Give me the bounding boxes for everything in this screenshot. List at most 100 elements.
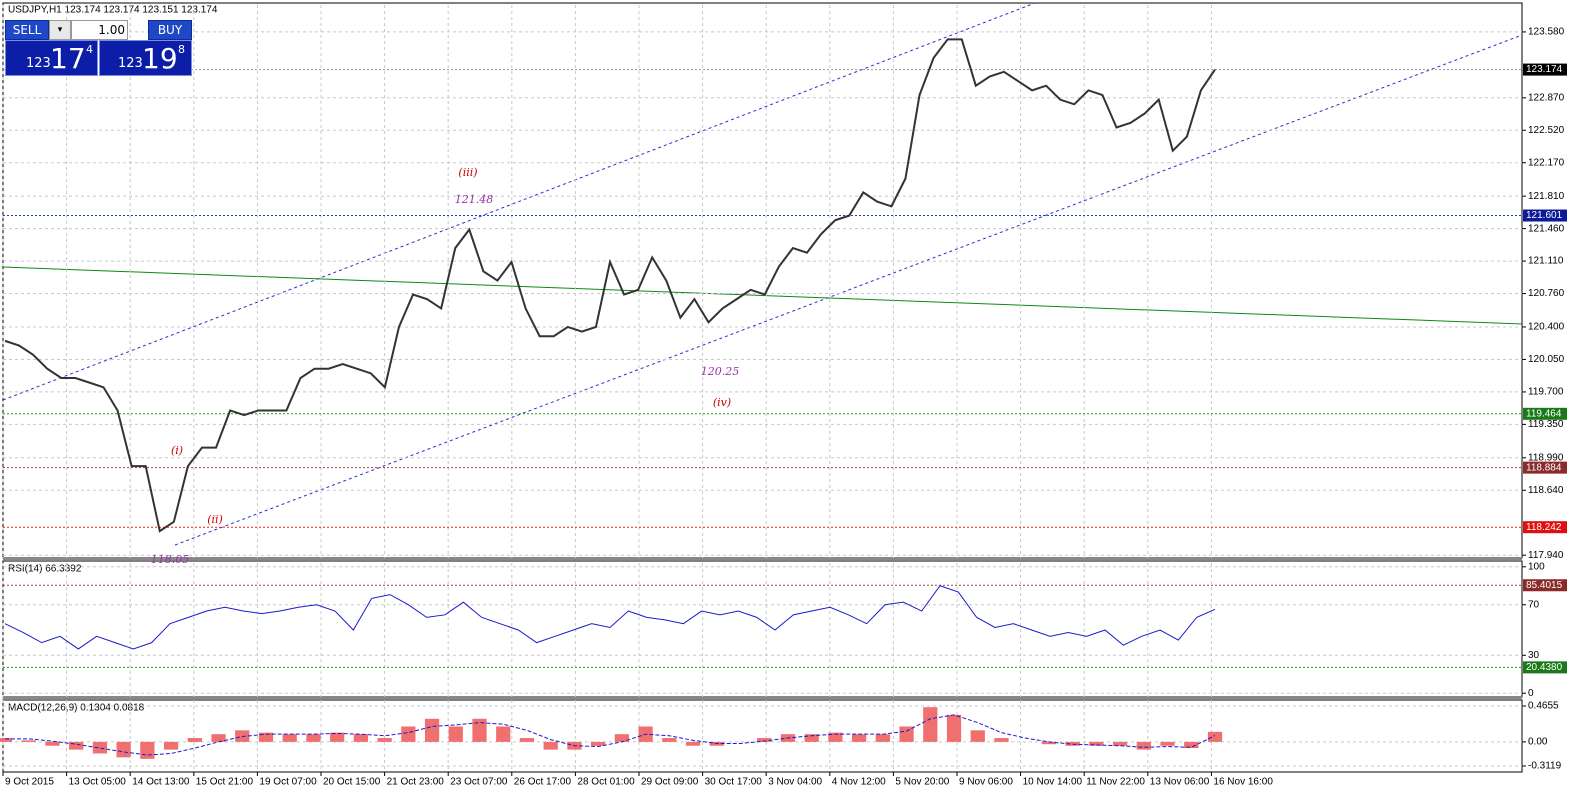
level-label: 123.174 [1526, 64, 1563, 75]
level-label-box [1523, 461, 1567, 474]
channel-lower [174, 34, 1523, 546]
annotation: (i) [171, 444, 183, 457]
level-label-box [1523, 579, 1567, 592]
macd-bar [1136, 741, 1151, 750]
macd-bar [92, 741, 108, 754]
level-label: 121.601 [1526, 210, 1563, 221]
y-tick-label: 30 [1528, 650, 1540, 661]
x-tick-label: 10 Nov 14:00 [1023, 777, 1083, 788]
y-tick-label: 122.520 [1528, 125, 1565, 136]
level-label-box [1523, 63, 1567, 76]
bid-main: 17 [50, 42, 86, 75]
y-tick-label: 121.460 [1528, 223, 1565, 234]
chart-title: USDJPY,H1 123.174 123.174 123.151 123.17… [8, 5, 218, 16]
bid-big: 123 [26, 56, 51, 71]
y-tick-label: 118.640 [1528, 485, 1564, 496]
x-tick-label: 20 Oct 15:00 [323, 777, 381, 788]
level-label: 119.464 [1526, 408, 1562, 419]
bid-box[interactable]: 123 17 4 [5, 40, 98, 76]
price-line [4, 585, 1216, 650]
macd-bar [804, 734, 819, 742]
level-label-box [1523, 661, 1567, 674]
annotation: (ii) [207, 513, 223, 526]
macd-bar [258, 732, 274, 742]
macd-bar [163, 741, 179, 750]
macd-bar [45, 741, 60, 746]
ask-box[interactable]: 123 19 8 [99, 40, 192, 76]
macd-bar [875, 734, 890, 742]
ask-sup: 8 [178, 43, 185, 56]
y-tick-label: 121.810 [1528, 191, 1565, 202]
bid-sup: 4 [86, 43, 93, 56]
level-label-box [1523, 209, 1567, 222]
x-tick-label: 3 Nov 04:00 [768, 777, 822, 788]
y-tick-label: 123.580 [1528, 27, 1565, 38]
y-tick-label: 120.400 [1528, 322, 1565, 333]
macd-bar [21, 740, 36, 742]
macd-bar [116, 741, 131, 758]
annotation: 121.48 [455, 193, 494, 206]
macd-bar [994, 738, 1009, 742]
macd-bar [353, 734, 368, 742]
y-tick-label: -0.3119 [1528, 761, 1562, 772]
sell-button[interactable]: SELL [5, 20, 49, 40]
y-tick-label: 120.760 [1528, 288, 1565, 299]
level-label: 118.242 [1526, 522, 1562, 533]
x-tick-label: 16 Nov 16:00 [1213, 777, 1273, 788]
y-tick-label: 0.00 [1528, 737, 1548, 748]
y-tick-label: 121.110 [1528, 256, 1564, 267]
x-tick-label: 4 Nov 12:00 [832, 777, 886, 788]
x-tick-label: 26 Oct 17:00 [514, 777, 572, 788]
macd-bar [0, 738, 13, 742]
trend-line [2, 266, 1523, 325]
x-tick-label: 19 Oct 07:00 [259, 777, 317, 788]
x-tick-label: 9 Oct 2015 [5, 777, 54, 788]
macd-bar [591, 741, 606, 746]
y-tick-label: 120.050 [1528, 354, 1565, 365]
macd-bar [662, 738, 677, 742]
macd-bar [472, 718, 487, 742]
lot-input[interactable]: 1.00 [71, 20, 128, 40]
channel-upper [2, 2, 1036, 401]
macd-bar [1207, 731, 1223, 742]
macd-bar [282, 734, 297, 742]
lot-dropdown[interactable]: ▾ [49, 20, 71, 40]
macd-bar [187, 738, 202, 742]
y-tick-label: 70 [1528, 599, 1540, 610]
x-tick-label: 28 Oct 01:00 [577, 777, 635, 788]
y-tick-label: 0.4655 [1528, 701, 1559, 712]
macd-bar [923, 707, 938, 742]
macd-bar [401, 726, 416, 742]
macd-bar [330, 732, 345, 742]
y-tick-label: 0 [1528, 688, 1534, 699]
y-tick-label: 100 [1528, 561, 1545, 572]
buy-button[interactable]: BUY [148, 20, 192, 40]
x-tick-label: 15 Oct 21:00 [196, 777, 254, 788]
y-tick-label: 119.350 [1528, 419, 1564, 430]
macd-bar [1184, 741, 1199, 749]
ask-big: 123 [118, 56, 143, 71]
macd-bar [306, 734, 321, 742]
macd-bar [899, 726, 914, 742]
price-line [4, 38, 1216, 533]
macd-bar [69, 741, 84, 750]
y-tick-label: 122.170 [1528, 157, 1565, 168]
macd-bar [211, 734, 226, 742]
x-tick-label: 9 Nov 06:00 [959, 777, 1013, 788]
macd-bar [543, 741, 558, 750]
macd-bar [519, 738, 535, 742]
x-tick-label: 30 Oct 17:00 [705, 777, 763, 788]
macd-bar [1160, 741, 1175, 746]
macd-bar [424, 718, 440, 742]
annotation: (iii) [458, 166, 477, 179]
signal-line [5, 714, 1216, 756]
x-tick-label: 13 Nov 06:00 [1150, 777, 1210, 788]
macd-bar [970, 730, 985, 742]
level-label: 118.884 [1526, 462, 1562, 473]
x-tick-label: 21 Oct 23:00 [387, 777, 445, 788]
macd-bar [685, 741, 701, 746]
macd-bar [448, 726, 463, 742]
y-tick-label: 117.940 [1528, 550, 1564, 561]
x-tick-label: 13 Oct 05:00 [69, 777, 127, 788]
